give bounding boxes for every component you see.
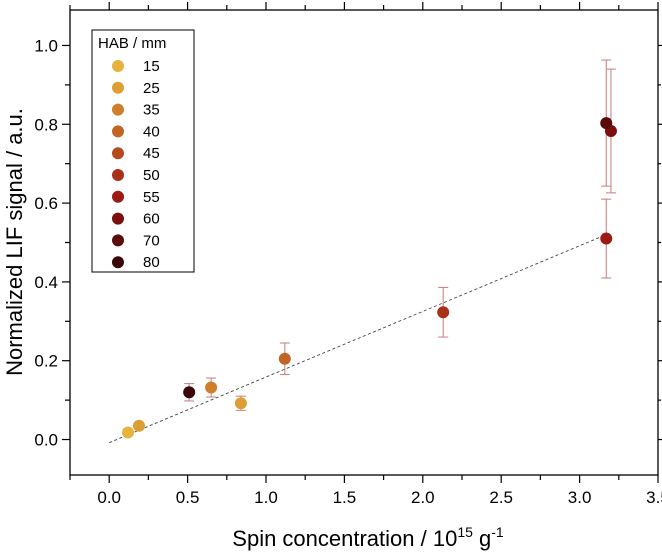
- x-axis-title-unit: g: [473, 526, 491, 551]
- legend-label-15: 15: [143, 58, 160, 75]
- y-tick-label: 0.8: [34, 115, 58, 134]
- legend-label-60: 60: [143, 211, 160, 228]
- error-bars: [184, 59, 616, 411]
- y-tick-label: 0.0: [34, 431, 58, 450]
- y-tick-label: 0.4: [34, 273, 58, 292]
- legend-marker-40: [112, 125, 124, 138]
- legend-label-70: 70: [143, 232, 160, 249]
- legend-marker-15: [112, 60, 124, 72]
- legend-marker-55: [112, 190, 124, 203]
- x-tick-labels: 0.0 0.5 1.0 1.5 2.0 2.5 3.0 3.5: [97, 488, 662, 507]
- data-point-hab-25: [234, 397, 247, 410]
- data-point-hab-70: [600, 117, 613, 130]
- legend: HAB / mm 15 25 35 40 45 50 55 60 70 80: [91, 29, 195, 273]
- legend-label-40: 40: [143, 123, 160, 140]
- data-point-hab-25: [132, 419, 145, 432]
- y-axis-title: Normalized LIF signal / a.u.: [2, 108, 27, 376]
- x-tick-label: 2.0: [411, 488, 435, 507]
- legend-marker-35: [112, 103, 124, 116]
- legend-label-55: 55: [143, 189, 160, 206]
- legend-marker-25: [112, 81, 124, 94]
- legend-marker-45: [112, 147, 124, 160]
- legend-items: 15 25 35 40 45 50 55 60 70 80: [112, 58, 160, 271]
- x-tick-label: 3.0: [568, 488, 592, 507]
- legend-marker-60: [112, 212, 124, 225]
- x-tick-label: 1.5: [333, 488, 357, 507]
- axis-ticks: [62, 2, 662, 483]
- legend-label-50: 50: [143, 167, 160, 184]
- y-tick-label: 0.6: [34, 194, 58, 213]
- x-tick-label: 2.5: [489, 488, 513, 507]
- legend-label-25: 25: [143, 80, 160, 97]
- y-tick-label: 0.2: [34, 352, 58, 371]
- fit-line: [109, 234, 607, 444]
- x-axis-title-main: Spin concentration / 10: [232, 526, 457, 551]
- x-axis-title: Spin concentration / 1015 g-1: [232, 524, 504, 551]
- legend-label-80: 80: [143, 254, 160, 271]
- x-axis-title-unit-exponent: -1: [491, 524, 504, 540]
- data-point-hab-55: [600, 232, 613, 245]
- data-point-hab-15: [122, 426, 135, 439]
- data-point-hab-35: [205, 381, 218, 394]
- y-tick-labels: 0.0 0.2 0.4 0.6 0.8 1.0: [34, 36, 58, 449]
- legend-marker-70: [112, 234, 124, 247]
- x-tick-label: 0.0: [97, 488, 121, 507]
- x-tick-label: 0.5: [176, 488, 200, 507]
- legend-box: [91, 29, 195, 273]
- x-tick-label: 3.5: [646, 488, 662, 507]
- legend-label-35: 35: [143, 102, 160, 119]
- legend-marker-50: [112, 169, 124, 181]
- x-axis-title-exponent: 15: [457, 524, 473, 540]
- legend-title: HAB / mm: [98, 35, 166, 52]
- data-point-hab-50: [437, 306, 450, 319]
- fit-line-layer: [109, 234, 607, 444]
- y-tick-label: 1.0: [34, 36, 58, 55]
- data-points: [122, 117, 617, 439]
- legend-label-45: 45: [143, 145, 160, 162]
- data-point-hab-80: [183, 386, 196, 399]
- legend-marker-80: [112, 256, 124, 269]
- x-tick-label: 1.0: [254, 488, 278, 507]
- data-point-hab-40: [278, 352, 291, 365]
